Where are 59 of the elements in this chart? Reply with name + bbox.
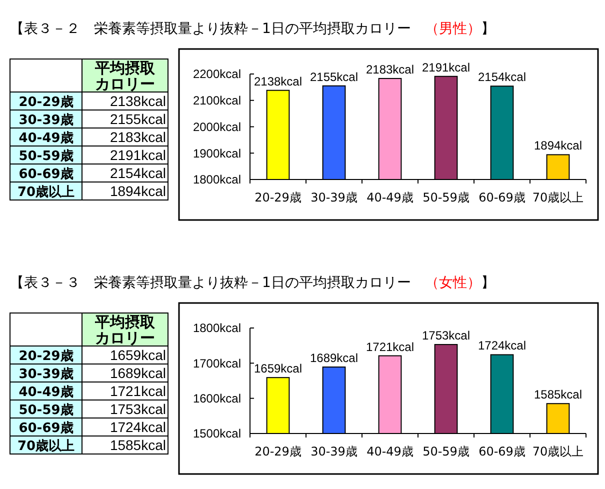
text: 1894kcal <box>110 183 166 199</box>
y-tick-label: 1600kcal <box>192 392 241 406</box>
x-tick-label: 40-49歳 <box>366 444 414 458</box>
data-label: 2183kcal <box>366 62 414 76</box>
x-tick-label: 70歳以上 <box>532 190 584 204</box>
text: 1753kcal <box>110 401 166 417</box>
data-label: 1659kcal <box>254 362 302 376</box>
x-tick-label: 50-59歳 <box>422 190 470 204</box>
text: 2154kcal <box>110 165 166 181</box>
y-tick-label: 1500kcal <box>192 426 241 441</box>
chart-title: 【表３－３ 栄養素等摂取量より抜粋－1日の平均摂取カロリー （女性）】 <box>10 275 495 291</box>
y-tick-label: 1700kcal <box>192 356 241 370</box>
category-label: 40-49歳 <box>18 131 74 146</box>
data-label: 2155kcal <box>310 70 358 84</box>
x-tick-label: 60-69歳 <box>478 190 526 204</box>
y-tick-label: 1900kcal <box>192 146 241 160</box>
chart-title: 【表３－２ 栄養素等摂取量より抜粋－1日の平均摂取カロリー （男性）】 <box>10 21 495 37</box>
text: 1659kcal <box>110 347 166 363</box>
category-label: 20-29歳 <box>18 349 74 364</box>
x-tick-label: 30-39歳 <box>310 190 358 204</box>
category-label: 20-29歳 <box>18 95 74 110</box>
y-axis-title: 平均摂取カロリー <box>94 313 156 347</box>
y-tick-label: 1800kcal <box>192 172 241 187</box>
x-tick-label: 20-29歳 <box>254 444 302 458</box>
x-tick-label: 50-59歳 <box>422 444 470 458</box>
data-label: 2191kcal <box>422 60 470 74</box>
text: 2183kcal <box>110 129 166 145</box>
x-tick-label: 30-39歳 <box>310 444 358 458</box>
data-label: 1689kcal <box>310 351 358 366</box>
x-tick-label: 60-69歳 <box>478 444 526 458</box>
category-label: 30-39歳 <box>18 113 74 128</box>
data-label: 1753kcal <box>422 328 470 343</box>
data-label: 1724kcal <box>478 338 526 353</box>
data-label: 1721kcal <box>366 340 414 354</box>
category-label: 50-59歳 <box>18 403 74 418</box>
category-label: 50-59歳 <box>18 149 74 164</box>
text: 2138kcal <box>110 93 166 109</box>
category-label: 40-49歳 <box>18 385 74 400</box>
text: 1721kcal <box>110 383 166 399</box>
y-tick-label: 1800kcal <box>192 321 241 336</box>
x-tick-label: 20-29歳 <box>254 190 302 204</box>
y-tick-label: 2200kcal <box>192 67 241 82</box>
text: 1585kcal <box>110 437 166 453</box>
text: 2155kcal <box>110 111 166 127</box>
data-label: 2138kcal <box>254 74 302 88</box>
y-tick-label: 2100kcal <box>192 94 241 108</box>
data-label: 1894kcal <box>534 138 582 153</box>
y-tick-label: 2000kcal <box>192 120 241 134</box>
text: 1724kcal <box>110 419 166 435</box>
category-label: 60-69歳 <box>18 167 74 182</box>
x-tick-label: 40-49歳 <box>366 190 414 204</box>
data-label: 2154kcal <box>478 70 526 84</box>
y-axis-title: 平均摂取カロリー <box>94 59 156 93</box>
x-tick-label: 70歳以上 <box>532 444 584 458</box>
category-label: 60-69歳 <box>18 421 74 436</box>
data-label: 1585kcal <box>534 388 582 402</box>
text: 2191kcal <box>110 147 166 163</box>
text: 1689kcal <box>110 365 166 381</box>
category-label: 30-39歳 <box>18 367 74 382</box>
